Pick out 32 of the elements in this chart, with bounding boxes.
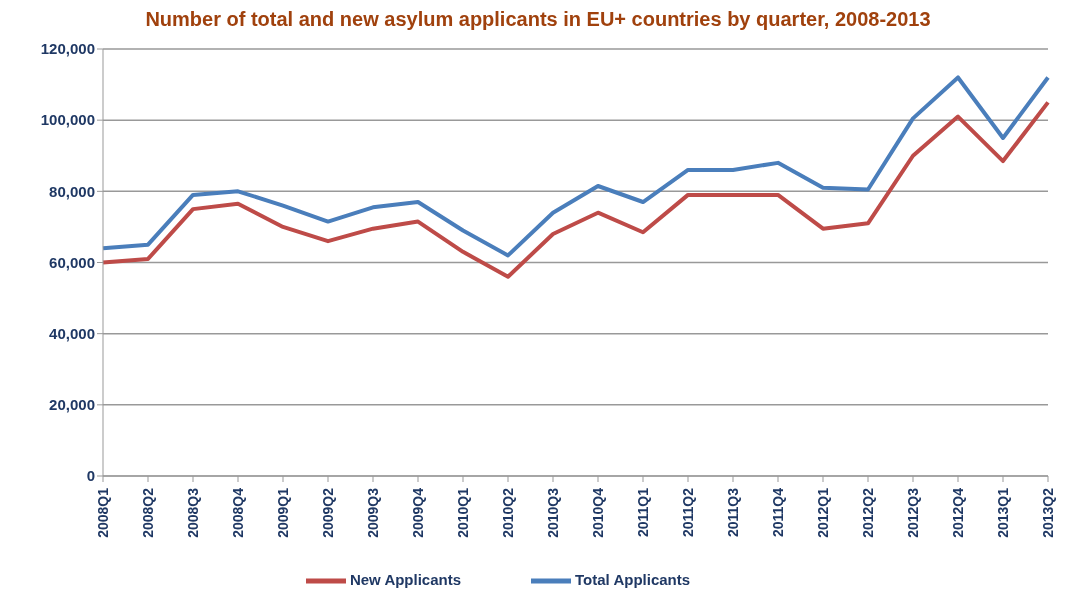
y-tick-label: 80,000: [49, 182, 95, 200]
legend-label: Total Applicants: [575, 570, 691, 588]
x-tick-label: 2011Q4: [770, 487, 786, 538]
x-tick-label: 2011Q3: [725, 487, 741, 538]
x-tick-label: 2008Q4: [230, 487, 246, 538]
x-tick-label: 2012Q3: [905, 487, 921, 538]
x-tick-label: 2009Q4: [410, 487, 426, 538]
y-tick-label: 0: [86, 467, 95, 485]
x-tick-label: 2012Q1: [815, 487, 831, 538]
x-tick-label: 2009Q3: [365, 487, 381, 538]
y-tick-label: 60,000: [49, 253, 95, 271]
x-tick-label: 2009Q1: [275, 487, 291, 538]
x-tick-label: 2011Q2: [680, 487, 696, 538]
legend-label: New Applicants: [349, 570, 462, 588]
chart-title: Number of total and new asylum applicants in EU+ countries by quarter, 2008-2013: [144, 8, 932, 31]
x-tick-label: 2008Q3: [185, 487, 201, 538]
y-tick-label: 40,000: [49, 324, 95, 342]
y-tick-label: 20,000: [49, 396, 95, 414]
y-tick-label: 120,000: [40, 40, 95, 58]
x-tick-label: 2008Q1: [95, 487, 111, 538]
y-tick-label: 100,000: [40, 111, 95, 129]
x-tick-label: 2011Q1: [635, 487, 651, 538]
x-tick-label: 2010Q3: [545, 487, 561, 538]
x-tick-label: 2010Q4: [590, 487, 606, 538]
x-tick-label: 2012Q4: [950, 487, 966, 538]
x-tick-label: 2013Q2: [1040, 487, 1056, 538]
x-tick-label: 2012Q2: [860, 487, 876, 538]
x-tick-label: 2009Q2: [320, 487, 336, 538]
x-tick-label: 2013Q1: [995, 487, 1011, 538]
x-tick-label: 2010Q1: [455, 487, 471, 538]
x-tick-label: 2010Q2: [500, 487, 516, 538]
x-tick-label: 2008Q2: [140, 487, 156, 538]
